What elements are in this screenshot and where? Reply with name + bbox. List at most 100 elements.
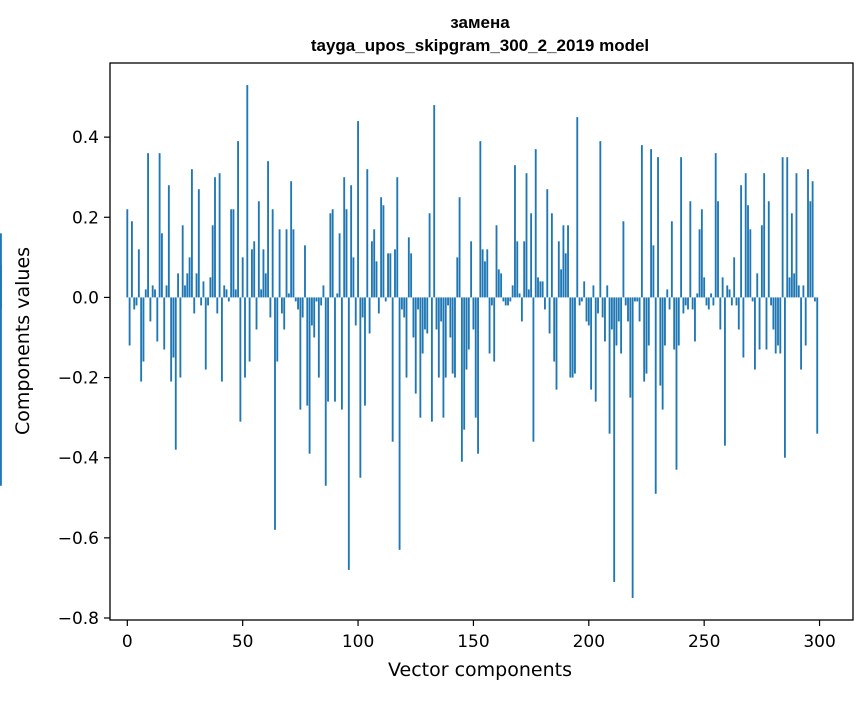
bar-undefined — [0, 297, 2, 486]
bar-125 — [414, 297, 417, 394]
bar-151 — [474, 297, 477, 418]
bar-168 — [514, 165, 516, 298]
bar-290 — [795, 173, 798, 298]
bar-110 — [380, 197, 383, 298]
bar-16 — [163, 297, 166, 350]
bar-215 — [622, 221, 625, 298]
bar-15 — [160, 233, 163, 298]
bar-56 — [255, 297, 258, 330]
y-tick-label: −0.6 — [58, 529, 99, 549]
x-axis-label: Vector components — [388, 659, 572, 681]
bar-156 — [486, 249, 489, 298]
bar-103 — [364, 297, 366, 406]
bar-7 — [142, 297, 145, 362]
bar-101 — [359, 297, 362, 478]
bar-39 — [216, 297, 219, 314]
bar-287 — [788, 277, 791, 298]
bar-268 — [744, 173, 747, 298]
bar-243 — [687, 297, 689, 310]
bar-44 — [227, 297, 230, 302]
bar-1 — [128, 297, 131, 346]
bar-119 — [400, 297, 403, 310]
bar-13 — [156, 297, 159, 342]
bar-296 — [809, 201, 812, 298]
bar-220 — [634, 297, 636, 302]
x-axis-ticks: 0 50 100 150 200 250 300 — [122, 620, 836, 652]
bar-206 — [601, 297, 604, 318]
bar-257 — [719, 297, 722, 330]
bar-68 — [283, 297, 286, 330]
bar-52 — [246, 85, 249, 298]
bar-260 — [726, 285, 729, 298]
bar-74 — [297, 297, 299, 310]
bar-204 — [597, 297, 599, 314]
bar-183 — [548, 297, 551, 334]
bar-144 — [458, 197, 461, 298]
x-tick-label: 200 — [573, 632, 605, 652]
bar-276 — [763, 173, 766, 298]
bar-122 — [407, 237, 410, 298]
bar-285 — [784, 297, 786, 458]
bar-105 — [368, 297, 371, 334]
bar-17 — [165, 285, 168, 298]
bar-254 — [712, 297, 715, 306]
bar-225 — [645, 297, 648, 374]
bar-32 — [200, 297, 203, 306]
bar-176 — [532, 297, 535, 442]
x-tick-label: 150 — [457, 632, 489, 652]
bar-92 — [338, 233, 341, 298]
bar-186 — [555, 297, 558, 390]
bar-274 — [758, 297, 761, 350]
bar-177 — [534, 149, 537, 298]
bar-222 — [638, 297, 641, 322]
bar-153 — [479, 141, 482, 298]
bar-35 — [207, 297, 209, 306]
bar-298 — [814, 297, 816, 302]
bar-155 — [484, 261, 486, 298]
bar-34 — [204, 297, 207, 370]
bar-292 — [800, 297, 803, 370]
bar-261 — [728, 289, 731, 298]
bar-54 — [250, 249, 253, 298]
bar-50 — [241, 257, 244, 298]
bar-282 — [777, 297, 779, 346]
bar-266 — [740, 185, 743, 298]
bar-96 — [347, 297, 350, 570]
bar-279 — [770, 297, 773, 306]
bar-299 — [816, 297, 819, 434]
bar-51 — [244, 297, 246, 378]
bar-229 — [654, 297, 657, 494]
bar-2 — [131, 221, 133, 298]
bar-30 — [195, 273, 198, 298]
bar-170 — [518, 293, 521, 298]
bar-100 — [357, 121, 359, 298]
bar-162 — [500, 273, 503, 298]
bar-251 — [705, 297, 708, 306]
bar-272 — [754, 297, 756, 370]
bar-234 — [666, 289, 669, 298]
bar-114 — [389, 253, 392, 298]
bar-19 — [170, 297, 173, 382]
bar-37 — [211, 225, 214, 298]
bar-194 — [574, 297, 576, 374]
bar-184 — [550, 213, 553, 298]
bar-192 — [569, 297, 572, 378]
bar-163 — [502, 297, 505, 302]
bar-190 — [564, 253, 567, 298]
bar-12 — [154, 289, 156, 298]
bar-21 — [174, 297, 177, 450]
bar-253 — [710, 293, 713, 298]
bar-281 — [774, 297, 777, 354]
bar-116 — [394, 249, 396, 298]
bar-258 — [721, 277, 724, 298]
bar-179 — [539, 281, 542, 298]
bar-3 — [133, 297, 136, 310]
bar-284 — [781, 157, 784, 298]
bar-99 — [354, 297, 357, 326]
x-tick-label: 50 — [232, 632, 254, 652]
bar-60 — [264, 273, 267, 298]
bar-154 — [481, 249, 484, 298]
bar-265 — [737, 297, 740, 330]
bar-6 — [140, 297, 143, 382]
